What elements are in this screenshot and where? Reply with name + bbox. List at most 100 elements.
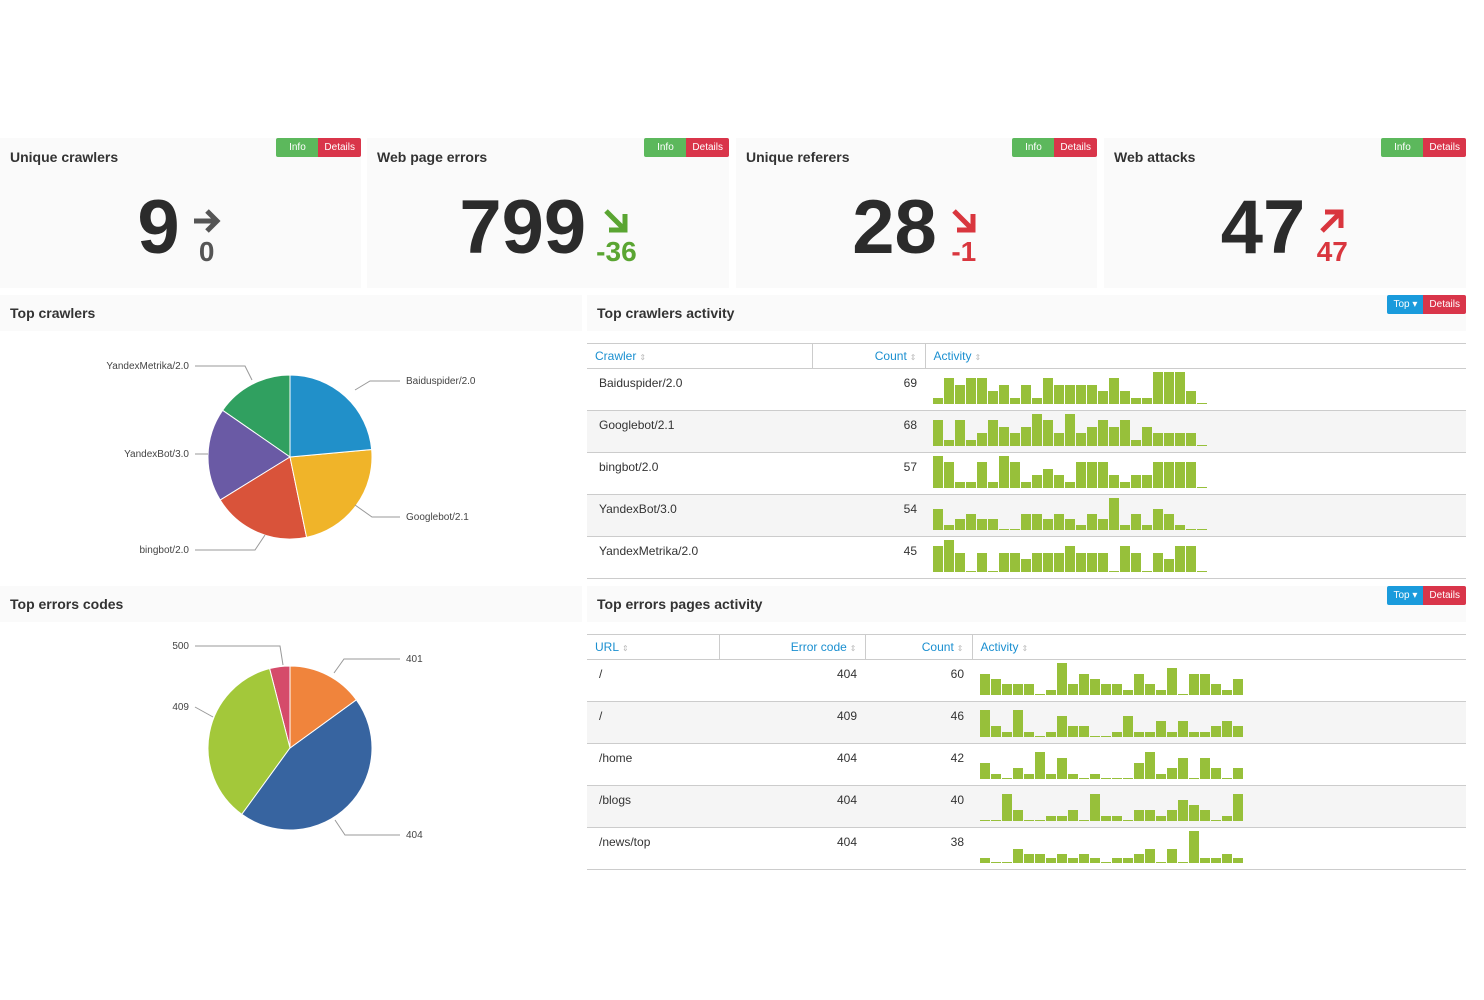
pie-slice[interactable]	[219, 456, 308, 540]
sparkline-bar	[955, 553, 965, 572]
table-row[interactable]: /409 46	[587, 701, 1466, 744]
sparkline-bar	[1013, 849, 1023, 863]
sparkline-bar	[1057, 816, 1067, 821]
pie-label: 401	[406, 654, 423, 665]
pie-slice[interactable]	[289, 374, 373, 458]
sparkline-bar	[1112, 684, 1122, 695]
kpi-title: Web attacks	[1114, 149, 1196, 165]
sparkline-bar	[966, 514, 976, 530]
sparkline-bar	[1167, 810, 1177, 821]
details-button[interactable]: Details	[318, 138, 361, 157]
info-button[interactable]: Info	[1012, 138, 1055, 157]
pie-slice[interactable]	[241, 699, 373, 831]
count: 45	[812, 536, 925, 579]
info-button[interactable]: Info	[1381, 138, 1424, 157]
sparkline-bar	[999, 553, 1009, 572]
sparkline-bar	[1087, 553, 1097, 572]
col-count[interactable]: Count ⇕	[812, 343, 926, 369]
sparkline-bar	[1013, 684, 1023, 695]
top-dropdown-button[interactable]: Top ▾	[1387, 295, 1424, 314]
sparkline-bar	[977, 462, 987, 488]
details-button[interactable]: Details	[1423, 586, 1466, 605]
col-crawler[interactable]: Crawler ⇕	[587, 343, 813, 369]
error-code: 404	[719, 659, 865, 702]
sparkline-bar	[1101, 816, 1111, 821]
table-row[interactable]: Baiduspider/2.0 69	[587, 368, 1466, 411]
error-code: 409	[719, 701, 865, 744]
top-dropdown-button[interactable]: Top ▾	[1387, 586, 1424, 605]
activity-sparkline	[980, 752, 1243, 779]
pie-slice[interactable]	[207, 409, 291, 501]
url: /news/top	[587, 827, 719, 870]
info-button[interactable]: Info	[276, 138, 319, 157]
count: 57	[812, 452, 925, 495]
sparkline-bar	[1142, 525, 1152, 530]
sparkline-bar	[1197, 529, 1207, 530]
sparkline-bar	[1024, 684, 1034, 695]
details-button[interactable]: Details	[1423, 138, 1466, 157]
sparkline-bar	[1021, 427, 1031, 446]
top-crawlers-pie: Baiduspider/2.0 Googlebot/2.1 bingbot/2.…	[106, 361, 476, 556]
details-button[interactable]: Details	[686, 138, 729, 157]
sparkline-bar	[1112, 816, 1122, 821]
sparkline-bar	[1186, 462, 1196, 488]
sparkline-bar	[1024, 732, 1034, 737]
sparkline-bar	[1164, 372, 1174, 404]
activity-sparkline	[980, 794, 1243, 821]
sparkline-bar	[1065, 546, 1075, 572]
crawler-name: YandexMetrika/2.0	[587, 536, 812, 579]
table-row[interactable]: YandexMetrika/2.0 45	[587, 536, 1466, 579]
sparkline-bar	[980, 858, 990, 863]
sparkline-bar	[1046, 816, 1056, 821]
sparkline-bar	[991, 862, 1001, 863]
sparkline-bar	[1175, 462, 1185, 488]
sparkline-bar	[1178, 758, 1188, 779]
col-error-code[interactable]: Error code ⇕	[719, 634, 866, 660]
sparkline-bar	[1145, 752, 1155, 779]
count: 38	[865, 827, 972, 870]
sparkline-bar	[1054, 433, 1064, 446]
sparkline-bar	[1189, 732, 1199, 737]
sparkline-bar	[944, 440, 954, 446]
sparkline-bar	[1200, 674, 1210, 695]
sparkline-bar	[1024, 854, 1034, 863]
pie-slice[interactable]	[221, 374, 291, 458]
crawler-name: bingbot/2.0	[587, 452, 812, 495]
kpi-delta: 0	[198, 236, 215, 267]
sparkline-bar	[1134, 732, 1144, 737]
sparkline-bar	[1076, 553, 1086, 572]
sparkline-bar	[1222, 690, 1232, 695]
table-row[interactable]: YandexBot/3.0 54	[587, 494, 1466, 537]
table-row[interactable]: bingbot/2.0 57	[587, 452, 1466, 495]
sparkline-bar	[1101, 862, 1111, 863]
col-activity[interactable]: Activity ⇕	[925, 343, 1466, 369]
table-row[interactable]: /blogs 404 40	[587, 785, 1466, 828]
col-activity[interactable]: Activity ⇕	[972, 634, 1466, 660]
details-button[interactable]: Details	[1423, 295, 1466, 314]
sparkline-bar	[1043, 420, 1053, 446]
pie-label: Baiduspider/2.0	[406, 376, 476, 387]
sparkline-bar	[1120, 391, 1130, 404]
table-row[interactable]: Googlebot/2.1 68	[587, 410, 1466, 453]
table-row[interactable]: /home 404 42	[587, 743, 1466, 786]
sparkline-bar	[1054, 475, 1064, 488]
sparkline-bar	[1076, 433, 1086, 446]
col-count[interactable]: Count ⇕	[865, 634, 973, 660]
sparkline-bar	[1222, 816, 1232, 821]
pie-slice[interactable]	[289, 665, 358, 749]
details-button[interactable]: Details	[1054, 138, 1097, 157]
info-button[interactable]: Info	[644, 138, 687, 157]
pie-slice[interactable]	[207, 667, 291, 816]
sparkline-bar	[1189, 831, 1199, 863]
table-row[interactable]: /news/top 404 38	[587, 827, 1466, 870]
sparkline-bar	[1109, 571, 1119, 572]
sparkline-bar	[1098, 519, 1108, 530]
sparkline-bar	[1035, 820, 1045, 821]
sparkline-bar	[1079, 726, 1089, 737]
sparkline-bar	[1134, 674, 1144, 695]
col-url[interactable]: URL ⇕	[587, 634, 720, 660]
table-row[interactable]: /404 60	[587, 659, 1466, 702]
sparkline-bar	[944, 378, 954, 404]
crawler-name: Baiduspider/2.0	[587, 368, 812, 411]
count: 68	[812, 410, 925, 453]
